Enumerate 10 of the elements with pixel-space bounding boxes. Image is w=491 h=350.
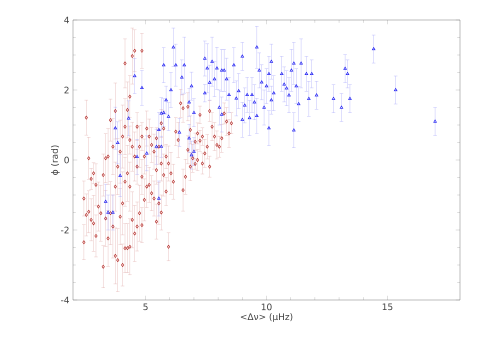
y-tick-label: -2 [60, 226, 69, 234]
y-axis-title: ϕ (rad) [51, 145, 60, 175]
x-axis-title: <Δν> (μHz) [240, 313, 292, 322]
y-tick-label: 0 [64, 156, 69, 164]
y-tick-label: 4 [64, 16, 69, 24]
y-tick-label: 2 [64, 86, 69, 94]
x-tick-label: 5 [143, 304, 148, 310]
x-tick-label: 10 [262, 304, 272, 310]
x-tick-label: 15 [382, 304, 392, 310]
y-tick-label: -4 [60, 296, 69, 304]
